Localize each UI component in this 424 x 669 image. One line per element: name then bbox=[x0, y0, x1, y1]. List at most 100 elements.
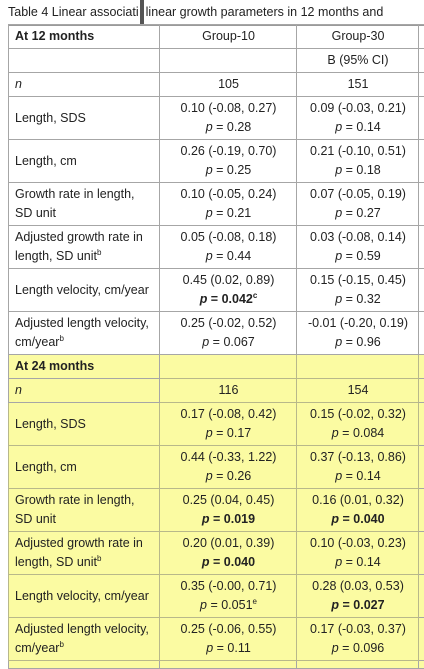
g10-pvalue-num: 0.28 bbox=[227, 120, 251, 134]
g10-estimate: 0.10 (-0.05, 0.24) bbox=[166, 185, 291, 204]
g10-estimate: 0.25 (0.04, 0.45) bbox=[166, 491, 291, 510]
group30-cell: 0.17 (-0.03, 0.37)p = 0.096 bbox=[297, 618, 419, 661]
g10-pvalue: p = 0.019 bbox=[166, 510, 291, 529]
cut-cell bbox=[160, 661, 297, 669]
g30-pvalue: p = 0.96 bbox=[303, 333, 413, 352]
row-label-cell: Length, SDS bbox=[9, 403, 160, 446]
group10-cell: 0.05 (-0.08, 0.18)p = 0.44 bbox=[160, 226, 297, 269]
col-cut bbox=[419, 403, 424, 446]
g30-pvalue: p = 0.14 bbox=[303, 553, 413, 572]
g30-pvalue: p = 0.14 bbox=[303, 118, 413, 137]
table-row: Growth rate in length, SD unit 0.10 (-0.0… bbox=[9, 183, 424, 226]
n-12-group10: 105 bbox=[160, 73, 297, 97]
g10-pvalue: p = 0.042c bbox=[166, 290, 291, 309]
table-row: Adjusted growth rate in length, SD unitb… bbox=[9, 226, 424, 269]
row-label: Length velocity, cm/year bbox=[15, 283, 149, 297]
col-cut bbox=[419, 618, 424, 661]
row-label: Adjusted length velocity, cm/year bbox=[15, 622, 149, 655]
col-header-group30: Group-30 bbox=[297, 25, 419, 49]
row-label-cell: Growth rate in length, SD unit bbox=[9, 183, 160, 226]
col-cut bbox=[419, 532, 424, 575]
g10-estimate: 0.35 (-0.00, 0.71) bbox=[166, 577, 291, 596]
group10-cell: 0.25 (-0.06, 0.55)p = 0.11 bbox=[160, 618, 297, 661]
g10-pvalue-num: 0.21 bbox=[227, 206, 251, 220]
group10-cell: 0.25 (0.04, 0.45)p = 0.019 bbox=[160, 489, 297, 532]
table-row: Length velocity, cm/year 0.45 (0.02, 0.89… bbox=[9, 269, 424, 312]
g10-pvalue-num: 0.25 bbox=[227, 163, 251, 177]
g30-pvalue-num: 0.040 bbox=[353, 512, 384, 526]
col-cut bbox=[419, 355, 424, 379]
empty-cell bbox=[297, 355, 419, 379]
section-title-12: At 12 months bbox=[9, 25, 160, 49]
col-cut bbox=[419, 489, 424, 532]
n-label: n bbox=[9, 73, 160, 97]
g30-pvalue-num: 0.59 bbox=[356, 249, 380, 263]
group30-cell: 0.09 (-0.03, 0.21)p = 0.14 bbox=[297, 97, 419, 140]
group10-cell: 0.35 (-0.00, 0.71)p = 0.051e bbox=[160, 575, 297, 618]
g10-estimate: 0.10 (-0.08, 0.27) bbox=[166, 99, 291, 118]
row-label-cell: Growth rate in length, SD unit bbox=[9, 489, 160, 532]
group30-cell: 0.15 (-0.02, 0.32)p = 0.084 bbox=[297, 403, 419, 446]
g30-pvalue-num: 0.14 bbox=[356, 555, 380, 569]
g10-pvalue: p = 0.44 bbox=[166, 247, 291, 266]
group30-cell: 0.10 (-0.03, 0.23)p = 0.14 bbox=[297, 532, 419, 575]
g10-estimate: 0.20 (0.01, 0.39) bbox=[166, 534, 291, 553]
g10-pvalue-num: 0.051 bbox=[221, 598, 252, 612]
cut-row bbox=[9, 661, 424, 669]
group30-cell: 0.03 (-0.08, 0.14)p = 0.59 bbox=[297, 226, 419, 269]
n-24-group10: 116 bbox=[160, 379, 297, 403]
g30-pvalue-num: 0.14 bbox=[356, 469, 380, 483]
row-label: Length, cm bbox=[15, 154, 77, 168]
group30-cell: -0.01 (-0.20, 0.19)p = 0.96 bbox=[297, 312, 419, 355]
g30-pvalue: p = 0.084 bbox=[303, 424, 413, 443]
row-label: Growth rate in length, SD unit bbox=[15, 493, 135, 526]
g10-pvalue: p = 0.25 bbox=[166, 161, 291, 180]
g30-estimate: 0.21 (-0.10, 0.51) bbox=[303, 142, 413, 161]
g10-pvalue: p = 0.17 bbox=[166, 424, 291, 443]
caption-gap bbox=[140, 0, 144, 25]
g30-estimate: 0.28 (0.03, 0.53) bbox=[303, 577, 413, 596]
g10-pvalue-num: 0.17 bbox=[227, 426, 251, 440]
group30-cell: 0.21 (-0.10, 0.51)p = 0.18 bbox=[297, 140, 419, 183]
section-row-12: At 12 months Group-10 Group-30 bbox=[9, 25, 424, 49]
row-label: Length, cm bbox=[15, 460, 77, 474]
table-row: Growth rate in length, SD unit 0.25 (0.04… bbox=[9, 489, 424, 532]
g10-estimate: 0.05 (-0.08, 0.18) bbox=[166, 228, 291, 247]
pvalue-sup: c bbox=[253, 291, 257, 300]
group30-cell: 0.07 (-0.05, 0.19)p = 0.27 bbox=[297, 183, 419, 226]
g10-pvalue-num: 0.44 bbox=[227, 249, 251, 263]
row-label-sup: b bbox=[97, 248, 101, 257]
ci-row: B (95% CI) bbox=[9, 49, 424, 73]
col-cut bbox=[419, 183, 424, 226]
g10-pvalue: p = 0.28 bbox=[166, 118, 291, 137]
row-label-cell: Length velocity, cm/year bbox=[9, 269, 160, 312]
g10-estimate: 0.25 (-0.06, 0.55) bbox=[166, 620, 291, 639]
g30-pvalue-num: 0.096 bbox=[353, 641, 384, 655]
section-row-24: At 24 months bbox=[9, 355, 424, 379]
g10-estimate: 0.45 (0.02, 0.89) bbox=[166, 271, 291, 290]
group10-cell: 0.17 (-0.08, 0.42)p = 0.17 bbox=[160, 403, 297, 446]
g10-pvalue-num: 0.040 bbox=[224, 555, 255, 569]
col-cut bbox=[419, 446, 424, 489]
results-table: At 12 months Group-10 Group-30 B (95% CI… bbox=[8, 24, 424, 669]
pvalue-sup: e bbox=[253, 597, 257, 606]
col-cut bbox=[419, 226, 424, 269]
cut-cell bbox=[297, 661, 419, 669]
g30-estimate: 0.37 (-0.13, 0.86) bbox=[303, 448, 413, 467]
g30-pvalue-num: 0.14 bbox=[356, 120, 380, 134]
g10-estimate: 0.25 (-0.02, 0.52) bbox=[166, 314, 291, 333]
g10-pvalue-num: 0.067 bbox=[223, 335, 254, 349]
g30-pvalue-num: 0.027 bbox=[353, 598, 384, 612]
row-label-cell: Adjusted length velocity, cm/yearb bbox=[9, 312, 160, 355]
g30-estimate: 0.09 (-0.03, 0.21) bbox=[303, 99, 413, 118]
g10-pvalue: p = 0.051e bbox=[166, 596, 291, 615]
ci-label: B (95% CI) bbox=[297, 49, 419, 73]
caption-right: linear growth parameters in 12 months an… bbox=[146, 5, 384, 19]
g30-pvalue-num: 0.96 bbox=[356, 335, 380, 349]
group30-cell: 0.28 (0.03, 0.53)p = 0.027 bbox=[297, 575, 419, 618]
group30-cell: 0.16 (0.01, 0.32)p = 0.040 bbox=[297, 489, 419, 532]
col-cut bbox=[419, 25, 424, 49]
g10-pvalue-num: 0.019 bbox=[224, 512, 255, 526]
